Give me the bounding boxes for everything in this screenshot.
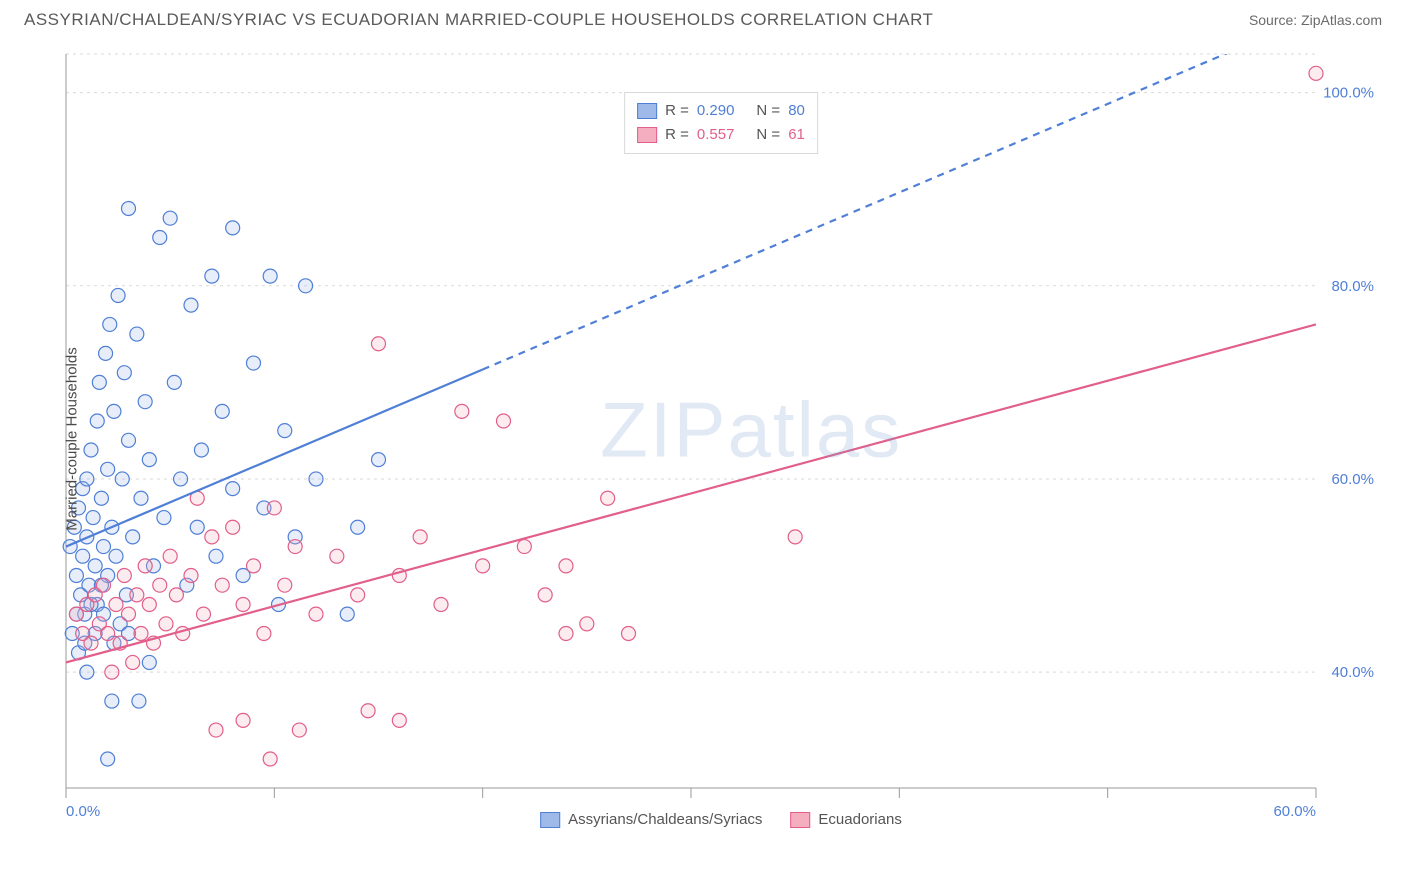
chart-header: ASSYRIAN/CHALDEAN/SYRIAC VS ECUADORIAN M… bbox=[0, 0, 1406, 36]
chart-area: Married-couple Households ZIPatlas 40.0%… bbox=[56, 44, 1386, 834]
n-label: N = bbox=[756, 123, 780, 147]
legend-row-series-2: R = 0.557 N = 61 bbox=[637, 123, 805, 147]
chart-title: ASSYRIAN/CHALDEAN/SYRIAC VS ECUADORIAN M… bbox=[24, 10, 933, 30]
n-value: 61 bbox=[788, 123, 805, 147]
legend-item: Ecuadorians bbox=[790, 811, 901, 828]
svg-text:100.0%: 100.0% bbox=[1323, 85, 1374, 102]
svg-text:0.0%: 0.0% bbox=[66, 803, 100, 820]
n-value: 80 bbox=[788, 99, 805, 123]
swatch-icon bbox=[790, 812, 810, 828]
r-value: 0.557 bbox=[697, 123, 735, 147]
r-value: 0.290 bbox=[697, 99, 735, 123]
legend-row-series-1: R = 0.290 N = 80 bbox=[637, 99, 805, 123]
n-label: N = bbox=[756, 99, 780, 123]
swatch-icon bbox=[637, 103, 657, 119]
r-label: R = bbox=[665, 123, 689, 147]
correlation-legend: R = 0.290 N = 80 R = 0.557 N = 61 bbox=[624, 92, 818, 154]
swatch-icon bbox=[637, 127, 657, 143]
legend-label: Ecuadorians bbox=[818, 811, 901, 828]
legend-label: Assyrians/Chaldeans/Syriacs bbox=[568, 811, 762, 828]
svg-text:60.0%: 60.0% bbox=[1331, 471, 1374, 488]
svg-text:80.0%: 80.0% bbox=[1331, 278, 1374, 295]
r-label: R = bbox=[665, 99, 689, 123]
svg-text:40.0%: 40.0% bbox=[1331, 664, 1374, 681]
scatter-chart: 40.0% 60.0% 80.0% 100.0% 0.0% 60.0% bbox=[56, 44, 1386, 834]
legend-item: Assyrians/Chaldeans/Syriacs bbox=[540, 811, 762, 828]
source-attribution: Source: ZipAtlas.com bbox=[1249, 12, 1382, 28]
y-axis-label: Married-couple Households bbox=[64, 347, 81, 530]
series-legend: Assyrians/Chaldeans/Syriacs Ecuadorians bbox=[540, 811, 902, 828]
svg-text:60.0%: 60.0% bbox=[1273, 803, 1316, 820]
swatch-icon bbox=[540, 812, 560, 828]
